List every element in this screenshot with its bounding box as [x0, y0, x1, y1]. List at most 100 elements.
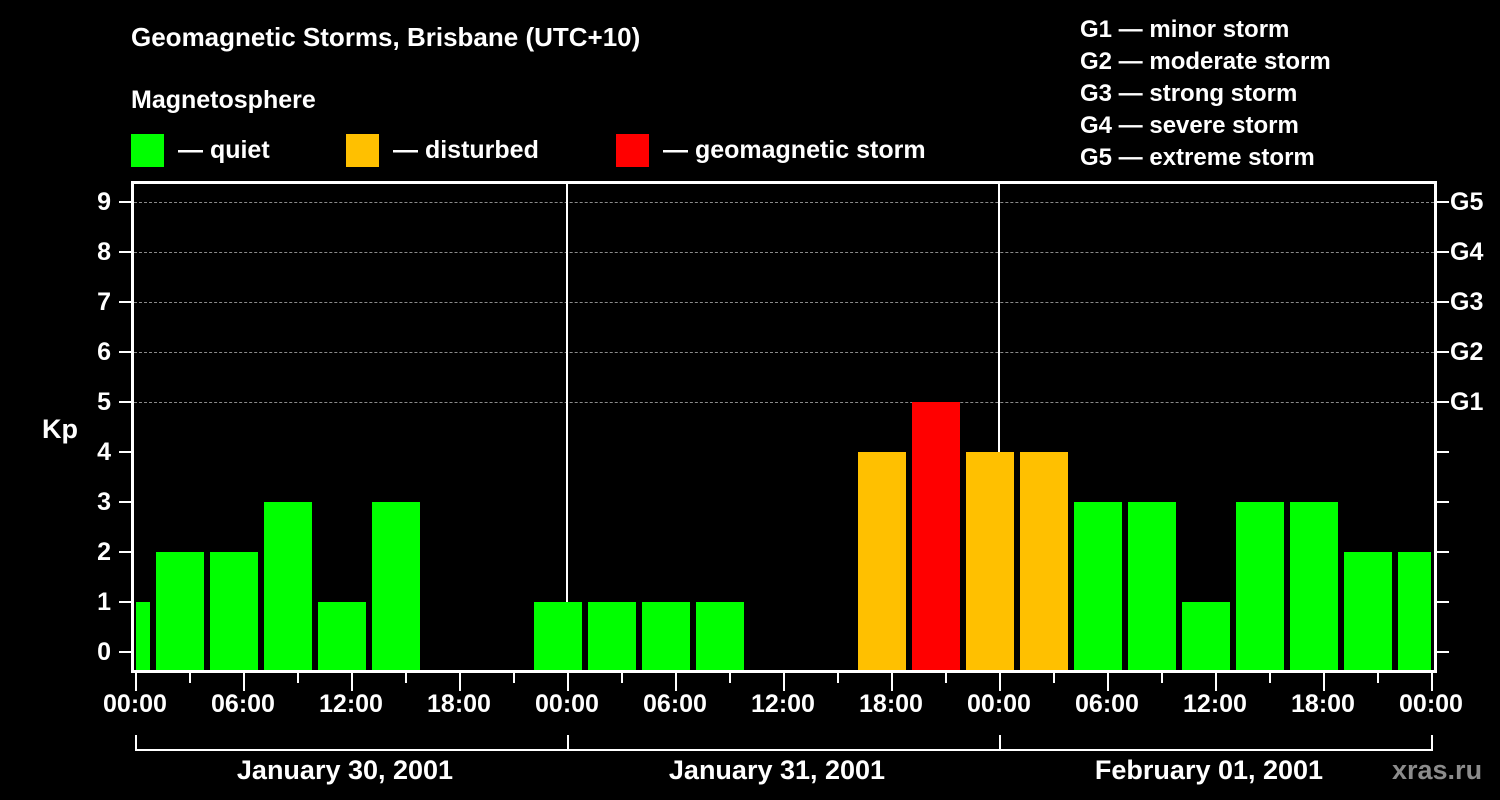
y-tick — [119, 651, 131, 653]
y-tick-label: 8 — [97, 238, 111, 266]
y-axis-label: Kp — [42, 414, 78, 444]
kp-bar — [534, 602, 582, 670]
x-tick — [459, 673, 461, 691]
kp-bar — [642, 602, 690, 670]
x-tick — [999, 673, 1001, 691]
day-separator — [998, 184, 1000, 670]
y-tick — [119, 601, 131, 603]
x-tick-label: 06:00 — [643, 690, 707, 718]
chart-title: Geomagnetic Storms, Brisbane (UTC+10) — [131, 22, 641, 52]
g-scale-label: G5 — [1450, 188, 1484, 216]
x-tick — [1323, 673, 1325, 691]
y-tick-right — [1437, 351, 1449, 353]
x-tick — [837, 673, 839, 683]
kp-bar — [372, 502, 420, 670]
legend-storm: — geomagnetic storm — [616, 134, 926, 167]
x-tick — [297, 673, 299, 683]
y-tick-right — [1437, 551, 1449, 553]
g-scale-label: G2 — [1450, 338, 1484, 366]
x-tick — [405, 673, 407, 683]
gridline — [134, 252, 1434, 253]
y-tick-label: 2 — [97, 538, 111, 566]
y-tick — [119, 251, 131, 253]
y-tick-label: 9 — [97, 188, 111, 216]
kp-bar — [1344, 552, 1392, 670]
kp-bar — [1182, 602, 1230, 670]
kp-bar — [1290, 502, 1338, 670]
watermark: xras.ru — [1392, 755, 1483, 785]
date-label: January 30, 2001 — [236, 755, 454, 785]
g-scale-label: G1 — [1450, 388, 1484, 416]
kp-bar — [966, 452, 1014, 670]
y-tick — [119, 201, 131, 203]
y-tick-right — [1437, 651, 1449, 653]
y-tick — [119, 401, 131, 403]
y-tick-label: 5 — [97, 388, 111, 416]
y-tick-label: 4 — [97, 438, 111, 466]
storm-scale-item: G4 — severe storm — [1080, 112, 1299, 139]
y-tick-label: 3 — [97, 488, 111, 516]
x-tick — [1215, 673, 1217, 691]
legend-label: — quiet — [178, 136, 270, 164]
x-tick — [243, 673, 245, 691]
gridline — [134, 302, 1434, 303]
x-tick-label: 12:00 — [751, 690, 815, 718]
kp-bar — [264, 502, 312, 670]
kp-bar — [1236, 502, 1284, 670]
x-tick — [1269, 673, 1271, 683]
kp-bar — [318, 602, 366, 670]
x-tick-label: 12:00 — [319, 690, 383, 718]
legend-quiet: — quiet — [131, 134, 270, 167]
kp-bar — [136, 602, 150, 670]
y-tick — [119, 351, 131, 353]
x-tick — [1161, 673, 1163, 683]
kp-bar — [1020, 452, 1068, 670]
x-tick — [891, 673, 893, 691]
gridline — [134, 352, 1434, 353]
chart-subtitle: Magnetosphere — [131, 86, 316, 114]
x-tick — [1377, 673, 1379, 683]
y-tick-right — [1437, 301, 1449, 303]
g-scale-label: G3 — [1450, 288, 1484, 316]
plot-area — [131, 181, 1437, 673]
gridline — [134, 402, 1434, 403]
x-tick — [351, 673, 353, 691]
x-tick-label: 06:00 — [1075, 690, 1139, 718]
x-tick-label: 12:00 — [1183, 690, 1247, 718]
kp-bar — [1128, 502, 1176, 670]
legend-swatch-disturbed — [346, 134, 379, 167]
kp-bar — [1398, 552, 1431, 670]
date-bracket — [135, 735, 569, 751]
x-tick — [1431, 673, 1433, 691]
y-tick — [119, 501, 131, 503]
x-tick — [567, 673, 569, 691]
date-label: February 01, 2001 — [1094, 755, 1324, 785]
kp-bar — [210, 552, 258, 670]
storm-scale-item: G3 — strong storm — [1080, 80, 1298, 107]
kp-bar — [858, 452, 906, 670]
x-tick-label: 00:00 — [967, 690, 1031, 718]
x-tick — [675, 673, 677, 691]
storm-scale-item: G2 — moderate storm — [1080, 48, 1331, 75]
x-tick-label: 18:00 — [1291, 690, 1355, 718]
y-tick-label: 7 — [97, 288, 111, 316]
gridline — [134, 202, 1434, 203]
storm-scale-legend: G1 — minor storm G2 — moderate storm G3 … — [1080, 14, 1331, 174]
x-tick — [189, 673, 191, 683]
x-tick — [621, 673, 623, 683]
x-tick-label: 00:00 — [103, 690, 167, 718]
x-tick — [729, 673, 731, 683]
x-tick — [135, 673, 137, 691]
y-tick-right — [1437, 201, 1449, 203]
kp-bar — [156, 552, 204, 670]
x-tick — [513, 673, 515, 683]
x-tick-label: 18:00 — [427, 690, 491, 718]
legend-swatch-storm — [616, 134, 649, 167]
date-bracket — [999, 735, 1433, 751]
legend-label: — disturbed — [393, 136, 539, 164]
y-tick-label: 0 — [97, 638, 111, 666]
y-tick-right — [1437, 251, 1449, 253]
x-tick — [783, 673, 785, 691]
y-tick — [119, 451, 131, 453]
y-tick — [119, 551, 131, 553]
